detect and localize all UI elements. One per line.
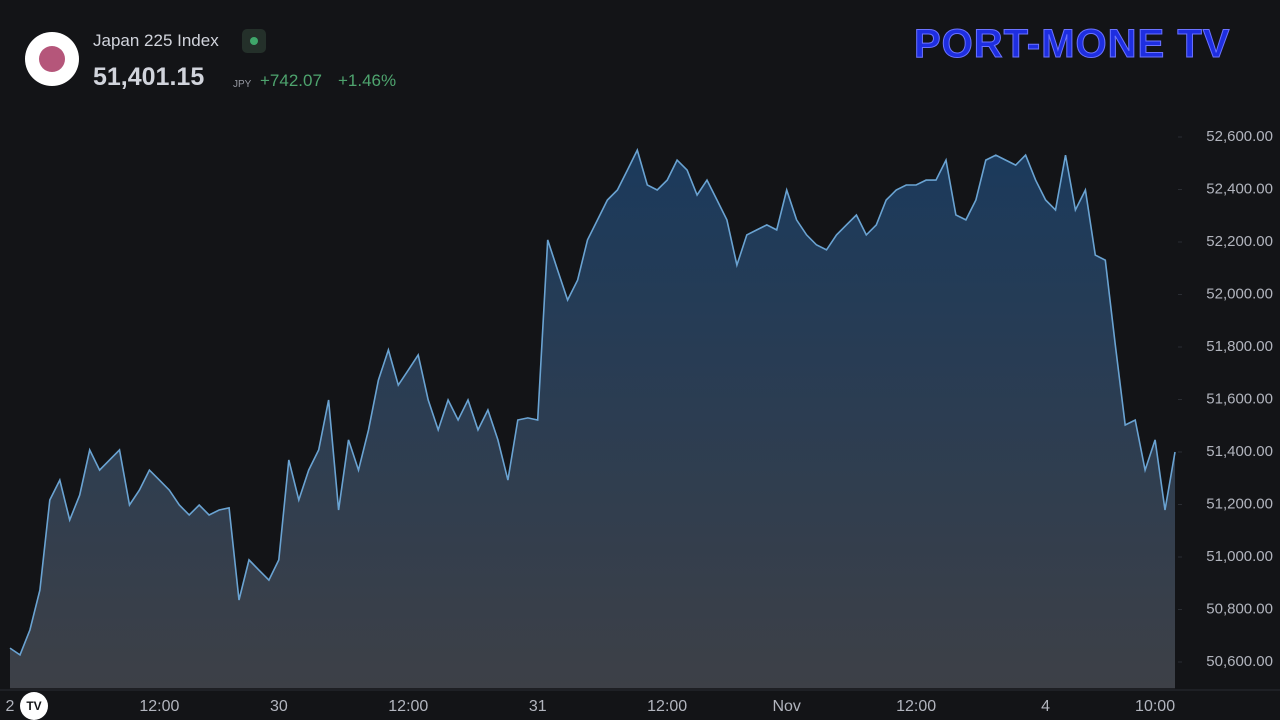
tv-logo: TV	[20, 692, 48, 720]
y-tick-label: 51,800.00	[1206, 338, 1273, 355]
y-tick-label: 50,800.00	[1206, 600, 1273, 617]
brand-logo: PORT-MONE TV	[913, 22, 1231, 67]
x-tick-label: 12:00	[896, 698, 936, 715]
price-line	[9, 147, 1176, 657]
x-tick-label: 31	[529, 698, 547, 715]
area-fill	[10, 150, 1175, 689]
y-tick-label: 52,000.00	[1206, 285, 1273, 302]
svg-text:TV: TV	[26, 699, 41, 713]
change: +742.07	[260, 71, 322, 90]
y-tick-label: 52,400.00	[1206, 180, 1273, 197]
x-tick-label: 12:00	[647, 698, 687, 715]
x-tick-label: 30	[270, 698, 288, 715]
symbol-name: Japan 225 Index	[93, 31, 219, 50]
market-status	[242, 29, 266, 53]
y-tick-label: 50,600.00	[1206, 653, 1273, 670]
x-tick-label: 12:00	[388, 698, 428, 715]
change-percent: +1.46%	[338, 71, 397, 90]
x-tick-label: 2	[6, 698, 15, 715]
plot: 50,600.00 50,800.00 51,000.00 51,200.00 51,4…	[6, 128, 1273, 715]
x-tick-label: 10:00	[1135, 698, 1175, 715]
y-tick-label: 51,200.00	[1206, 495, 1273, 512]
x-tick-label: 12:00	[139, 698, 179, 715]
y-tick-label: 51,000.00	[1206, 548, 1273, 565]
price: 51,401.15	[93, 63, 205, 91]
flag-icon	[25, 32, 79, 86]
y-tick-label: 51,400.00	[1206, 443, 1273, 460]
y-tick-label: 52,600.00	[1206, 128, 1273, 145]
y-tick-label: 51,600.00	[1206, 390, 1273, 407]
x-tick-label: Nov	[772, 698, 800, 715]
y-tick-label: 52,200.00	[1206, 233, 1273, 250]
x-tick-label: 4	[1041, 698, 1050, 715]
currency: JPY	[233, 79, 252, 90]
